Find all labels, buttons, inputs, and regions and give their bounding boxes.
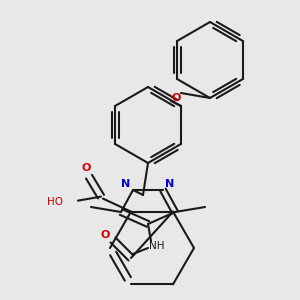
Text: O: O (171, 93, 181, 103)
Text: N: N (165, 179, 175, 189)
Text: O: O (81, 163, 91, 172)
Text: HO: HO (47, 196, 63, 207)
Text: N: N (122, 179, 130, 189)
Text: O: O (100, 230, 110, 240)
Text: NH: NH (149, 241, 165, 251)
